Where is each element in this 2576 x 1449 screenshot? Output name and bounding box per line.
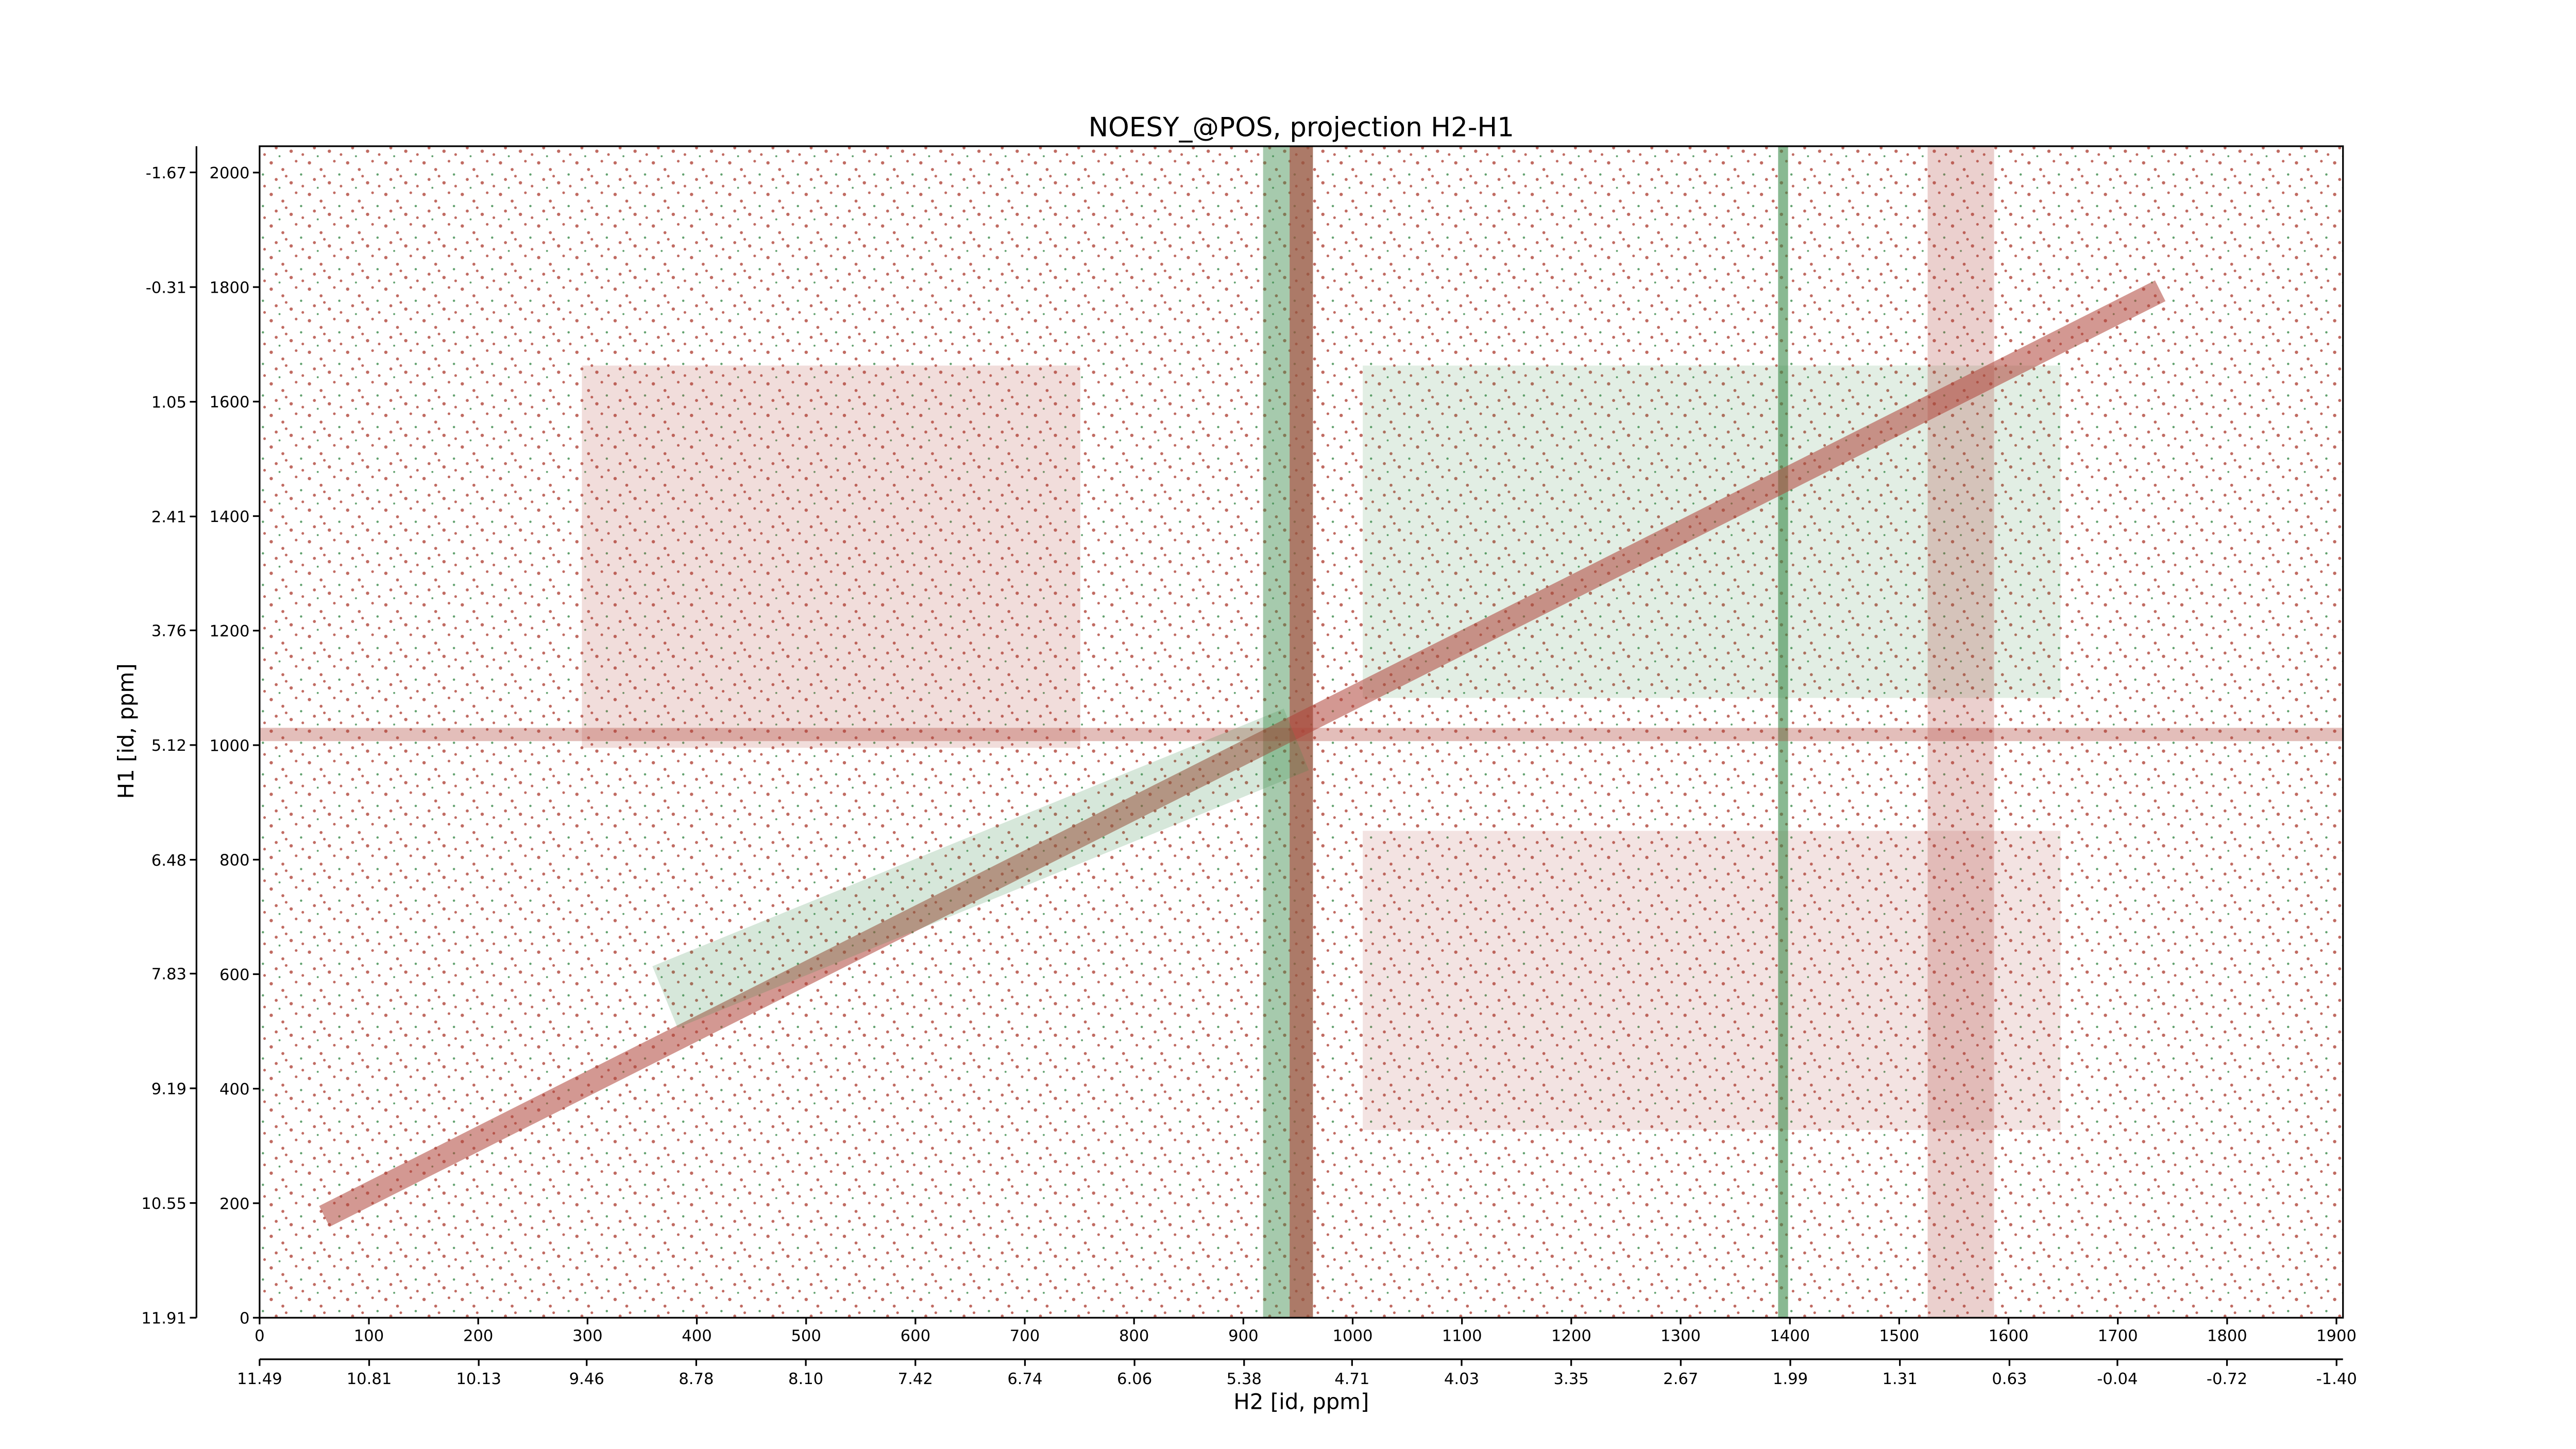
x-tick-label: 0 [255, 1327, 264, 1345]
x-tick-label: 400 [682, 1327, 711, 1345]
y-tick-label: 800 [219, 852, 249, 870]
x2-tick-label: 9.46 [569, 1370, 604, 1388]
x-tick-label: 1700 [2098, 1327, 2138, 1345]
chart-title: NOESY_@POS, projection H2-H1 [1089, 112, 1514, 143]
x2-tick-label: 1.99 [1773, 1370, 1808, 1388]
x2-tick-label: 8.78 [679, 1370, 714, 1388]
x2-tick-label: 8.10 [788, 1370, 823, 1388]
x2-tick-label: -0.04 [2097, 1370, 2138, 1388]
x2-tick-label: 10.81 [347, 1370, 392, 1388]
x-tick-label: 900 [1228, 1327, 1258, 1345]
x-tick-label: 1000 [1333, 1327, 1373, 1345]
x2-tick-label: 5.38 [1227, 1370, 1262, 1388]
y2-tick-label: 1.05 [151, 394, 187, 412]
x2-tick-label: 3.35 [1554, 1370, 1589, 1388]
x-tick-label: 1100 [1442, 1327, 1482, 1345]
y-tick-label: 1600 [210, 394, 250, 412]
x2-tick-label: 2.67 [1663, 1370, 1698, 1388]
x2-tick-label: 4.71 [1334, 1370, 1369, 1388]
x-tick-label: 500 [791, 1327, 821, 1345]
y2-tick-label: 6.48 [151, 852, 187, 870]
x-tick-label: 1200 [1551, 1327, 1591, 1345]
x2-tick-label: -0.72 [2207, 1370, 2247, 1388]
x-tick-label: 600 [901, 1327, 930, 1345]
y-axis-label: H1 [id, ppm] [113, 663, 139, 799]
x-tick-label: 700 [1010, 1327, 1040, 1345]
y-tick-label: 1200 [210, 622, 250, 641]
y2-tick-label: 11.91 [141, 1310, 187, 1328]
x2-tick-label: 10.13 [456, 1370, 501, 1388]
x-tick-label: 100 [354, 1327, 384, 1345]
x-tick-label: 1900 [2316, 1327, 2357, 1345]
y-tick-label: 0 [240, 1310, 250, 1328]
x-tick-label: 800 [1119, 1327, 1149, 1345]
x2-tick-label: 6.06 [1117, 1370, 1152, 1388]
x2-tick-label: 7.42 [898, 1370, 933, 1388]
y2-tick-label: 7.83 [151, 966, 187, 984]
x-tick-label: 200 [463, 1327, 493, 1345]
x-tick-label: 300 [572, 1327, 602, 1345]
y2-tick-label: -1.67 [146, 164, 187, 182]
plot-frame [259, 145, 2344, 1319]
y2-tick-label: 2.41 [151, 509, 187, 527]
y2-tick-label: 3.76 [151, 622, 187, 641]
y-tick-label: 1400 [210, 508, 250, 526]
y-tick-label: 1000 [210, 737, 250, 755]
x2-tick-label: 4.03 [1444, 1370, 1479, 1388]
y-tick-label: 200 [219, 1195, 249, 1213]
x2-tick-label: -1.40 [2316, 1370, 2357, 1388]
y2-tick-label: 10.55 [141, 1195, 187, 1213]
x2-tick-label: 6.74 [1007, 1370, 1042, 1388]
x2-tick-label: 1.31 [1883, 1370, 1918, 1388]
y2-tick-label: -0.31 [146, 279, 187, 297]
plot-texture [259, 146, 2343, 1318]
x2-tick-label: 0.63 [1992, 1370, 2027, 1388]
y2-tick-label: 9.19 [151, 1080, 187, 1098]
x-tick-label: 1400 [1770, 1327, 1810, 1345]
y-tick-label: 400 [219, 1081, 249, 1099]
x-tick-label: 1800 [2207, 1327, 2247, 1345]
x-tick-label: 1600 [1989, 1327, 2029, 1345]
y-tick-label: 2000 [210, 164, 250, 182]
x-tick-label: 1300 [1660, 1327, 1701, 1345]
x2-tick-label: 11.49 [237, 1370, 282, 1388]
x-axis-label: H2 [id, ppm] [1233, 1389, 1369, 1414]
y2-tick-label: 5.12 [151, 737, 187, 755]
y-tick-label: 1800 [210, 279, 250, 297]
y-tick-label: 600 [219, 966, 249, 984]
x-tick-label: 1500 [1879, 1327, 1919, 1345]
